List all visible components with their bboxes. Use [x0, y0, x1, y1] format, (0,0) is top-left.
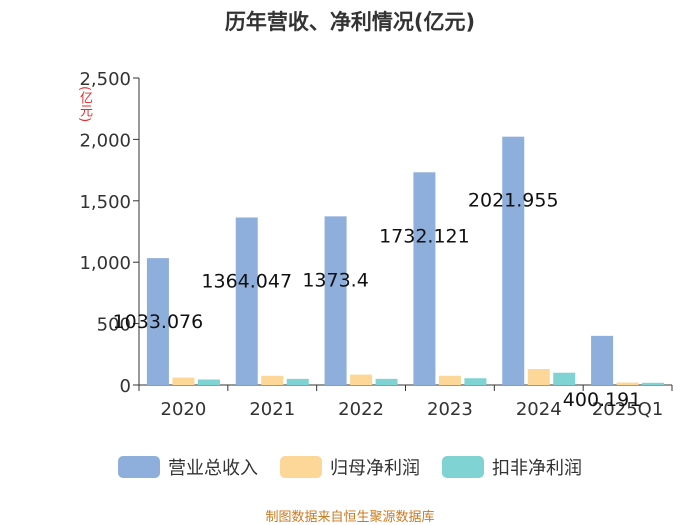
bar [197, 379, 220, 385]
y-tick-label: 1,500 [79, 192, 131, 213]
bar [553, 372, 576, 385]
bar [261, 375, 284, 385]
bar [438, 375, 461, 385]
bar-chart: 0 500 1,000 1,500 2,000 2,500 2020 2021 2022 2023… [79, 69, 673, 420]
x-tick-label: 2024 [516, 399, 562, 420]
legend-item-revenue[interactable]: 营业总收入 [118, 454, 258, 480]
bar [413, 172, 436, 385]
x-tick-label: 2022 [338, 399, 384, 420]
legend-label-revenue: 营业总收入 [168, 458, 258, 479]
legend-item-net-profit[interactable]: 归母净利润 [280, 454, 420, 480]
data-label: 1373.4 [302, 269, 368, 291]
bar [146, 258, 169, 385]
chart-title: 历年营收、净利情况(亿元) [224, 10, 476, 34]
x-tick-label: 2023 [427, 399, 473, 420]
y-tick-label: 1,000 [79, 253, 131, 274]
bar [502, 136, 525, 385]
bar [324, 216, 347, 385]
bar [642, 382, 665, 385]
x-tick-label: 2025Q1 [592, 399, 663, 420]
legend-swatch-revenue [118, 456, 160, 478]
legend-swatch-net-profit [280, 456, 322, 478]
x-tick-label: 2021 [249, 399, 295, 420]
y-tick-label: 2,000 [79, 130, 131, 151]
bar [616, 382, 639, 385]
bar [375, 378, 398, 385]
y-tick-label: 500 [97, 315, 131, 336]
data-label: 2021.955 [468, 190, 559, 212]
y-tick-label: 0 [120, 376, 131, 397]
bar [286, 378, 309, 385]
legend: 营业总收入 归母净利润 扣非净利润 [0, 454, 700, 480]
data-label: 1033.076 [113, 311, 204, 333]
y-tick-label: 2,500 [79, 69, 131, 90]
y-axis-unit-label: (亿元) [77, 86, 92, 123]
bar [350, 374, 373, 385]
bar [464, 378, 487, 385]
bar [235, 217, 258, 385]
bar [527, 369, 550, 385]
x-tick-label: 2020 [161, 399, 207, 420]
legend-label-net-profit: 归母净利润 [330, 458, 420, 479]
legend-label-deducted-profit: 扣非净利润 [492, 458, 582, 479]
source-note: 制图数据来自恒生聚源数据库 [265, 510, 435, 525]
bar [172, 377, 195, 385]
bar [591, 335, 614, 385]
legend-swatch-deducted-profit [442, 456, 484, 478]
data-label: 1732.121 [379, 225, 470, 247]
data-label: 1364.047 [201, 270, 292, 292]
legend-item-deducted-profit[interactable]: 扣非净利润 [442, 454, 582, 480]
data-label: 400.191 [563, 389, 642, 411]
